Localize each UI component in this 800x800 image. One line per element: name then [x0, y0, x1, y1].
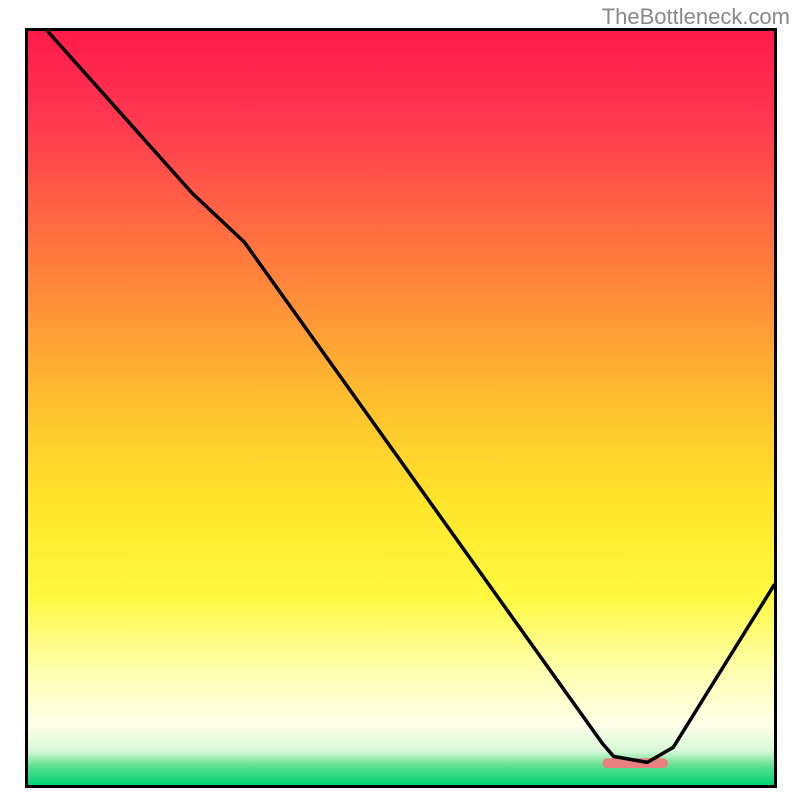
watermark-text: TheBottleneck.com: [602, 4, 790, 30]
chart-svg: [25, 28, 777, 788]
bottleneck-chart: [25, 28, 777, 788]
gradient-background: [28, 31, 774, 785]
